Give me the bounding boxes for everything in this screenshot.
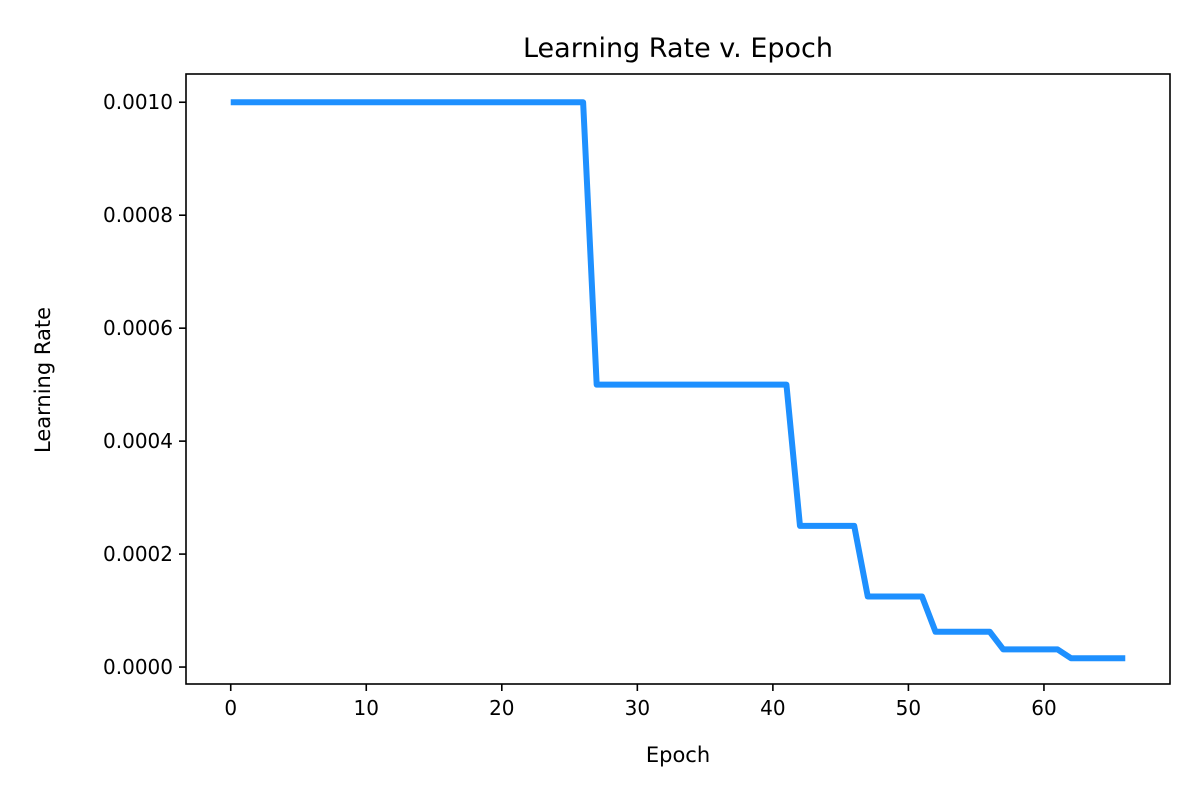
y-tick-label: 0.0006	[103, 316, 173, 340]
y-tick-label: 0.0002	[103, 542, 173, 566]
x-axis-label: Epoch	[646, 743, 710, 767]
y-axis: 0.0000 0.0002 0.0004 0.0006 0.0008 0.0010	[103, 90, 186, 679]
y-tick-label: 0.0010	[103, 90, 173, 114]
y-tick-label: 0.0004	[103, 429, 173, 453]
x-tick-label: 20	[489, 696, 514, 720]
x-axis: 0 10 20 30 40 50 60	[224, 684, 1057, 720]
x-tick-label: 10	[354, 696, 379, 720]
series-line	[230, 99, 1126, 662]
y-tick-label: 0.0008	[103, 203, 173, 227]
x-tick-label: 40	[760, 696, 785, 720]
y-axis-label: Learning Rate	[31, 307, 55, 453]
x-tick-label: 50	[896, 696, 921, 720]
plot-area	[230, 99, 1126, 662]
x-tick-label: 0	[224, 696, 237, 720]
plot-frame	[185, 73, 1171, 685]
x-tick-label: 30	[625, 696, 650, 720]
chart-title: Learning Rate v. Epoch	[523, 33, 833, 64]
y-tick-label: 0.0000	[103, 655, 173, 679]
x-tick-label: 60	[1031, 696, 1056, 720]
